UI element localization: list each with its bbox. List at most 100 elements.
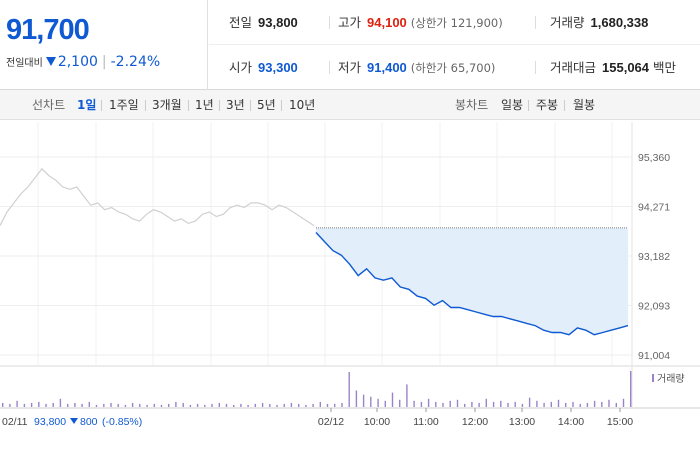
volume-bar	[81, 403, 83, 407]
volume-bar	[74, 402, 76, 407]
tab-10y[interactable]: 10년	[289, 98, 316, 112]
quote-summary: 91,700 전일대비 2,100 | -2.24% 전일 93,800 고가 94,10…	[0, 0, 700, 90]
high-cell: 고가 94,100 (상한가 121,900)	[338, 0, 503, 45]
volume-bar	[528, 397, 531, 407]
volume-bar	[319, 401, 321, 407]
low-cell: 저가 91,400 (하한가 65,700)	[338, 45, 495, 90]
tab-1w[interactable]: 1주일	[109, 98, 139, 112]
volume-bar	[615, 402, 617, 407]
volume-bar	[23, 403, 26, 407]
prev-close-label: 전일	[229, 15, 253, 30]
tab-monthly[interactable]: 월봉	[573, 98, 596, 112]
divider	[281, 100, 282, 111]
volume-bar	[283, 403, 285, 407]
high-label: 고가	[338, 15, 362, 30]
volume-bar	[348, 372, 350, 407]
volume-bar	[30, 402, 33, 407]
volume-bar	[593, 400, 596, 407]
y-tick-label: 91,004	[638, 350, 670, 362]
volume-bar	[233, 404, 235, 407]
volume-bar	[507, 402, 509, 407]
volume-bar	[355, 390, 358, 407]
volume-bar	[456, 399, 459, 407]
volume-bar	[500, 400, 502, 407]
low-value: 91,400	[367, 60, 407, 75]
volume-bar	[471, 401, 473, 407]
volume-bar	[168, 403, 170, 407]
change-label: 전일대비	[6, 58, 43, 69]
divider	[329, 16, 330, 29]
stats-table: 전일 93,800 고가 94,100 (상한가 121,900) 거래량 1,680,…	[209, 0, 700, 90]
volume-bar	[312, 403, 314, 407]
volume-bar	[117, 403, 119, 407]
volume-bar	[334, 403, 336, 407]
change-row: 전일대비 2,100 | -2.24%	[6, 54, 160, 70]
volume-bar	[38, 401, 40, 407]
volume-bar	[16, 400, 18, 407]
change-percent: -2.24%	[110, 54, 161, 70]
tab-3m[interactable]: 3개월	[152, 98, 182, 112]
volume-bar	[240, 403, 242, 407]
volume-legend-label: 거래량	[657, 373, 685, 385]
low-label: 저가	[338, 60, 362, 75]
candle-chart-label: 봉차트	[455, 98, 489, 112]
volume-bar	[557, 399, 560, 407]
prev-close-value: 93,800	[258, 15, 298, 30]
volume-bar	[247, 404, 249, 407]
volume-bar	[139, 403, 141, 407]
volume-bar	[377, 398, 379, 407]
volume-bar	[608, 399, 610, 407]
volume-bar	[550, 401, 552, 407]
x-tick-label: 13:00	[509, 416, 535, 428]
volume-bar	[565, 402, 567, 407]
tab-daily[interactable]: 일봉	[501, 98, 524, 112]
volume-bar	[413, 400, 415, 407]
x-tick-label: 11:00	[413, 416, 439, 428]
volume-bar	[630, 371, 632, 407]
tab-5y[interactable]: 5년	[257, 98, 276, 112]
down-triangle-icon	[70, 418, 78, 424]
grid	[0, 122, 700, 409]
volume-bar	[189, 404, 192, 407]
divider	[101, 100, 102, 111]
volume-bar	[478, 402, 480, 407]
amount-value: 155,064	[602, 60, 650, 75]
volume-bar	[420, 401, 423, 407]
volume-bars: 거래량	[2, 371, 685, 407]
divider	[535, 61, 536, 74]
volume-bar	[384, 400, 386, 407]
volume-bar	[536, 400, 538, 407]
open-value: 93,300	[258, 60, 298, 75]
volume-bar	[211, 403, 213, 407]
volume-bar	[146, 404, 148, 407]
volume-bar	[67, 403, 69, 407]
x-tick-label: 15:00	[607, 416, 633, 428]
prev-close-cell: 전일 93,800	[229, 0, 298, 45]
volume-bar	[110, 402, 112, 407]
volume-bar	[88, 401, 90, 407]
prev-day-change: 800	[80, 416, 98, 428]
tab-weekly[interactable]: 주봉	[536, 98, 559, 112]
amount-cell: 거래대금 155,064 백만	[550, 45, 682, 90]
stats-row-1: 전일 93,800 고가 94,100 (상한가 121,900) 거래량 1,680,…	[209, 0, 700, 45]
tab-1y[interactable]: 1년	[195, 98, 214, 112]
volume-value: 1,680,338	[590, 15, 649, 30]
tab-1d[interactable]: 1일	[77, 98, 97, 112]
divider	[535, 16, 536, 29]
volume-bar	[131, 402, 134, 407]
x-axis: 02/12 10:00 11:00 12:00 13:00 14:00 15:00	[318, 408, 633, 428]
amount-label: 거래대금	[550, 60, 597, 75]
tab-3y[interactable]: 3년	[226, 98, 245, 112]
upper-limit: (상한가 121,900)	[410, 16, 503, 30]
volume-bar	[182, 402, 184, 407]
volume-bar	[370, 396, 372, 407]
chart-footer: 02/11 93,800 800 (-0.85%)	[2, 416, 142, 428]
decline-fill-area	[316, 227, 628, 335]
y-tick-label: 93,182	[638, 251, 670, 263]
price-box: 91,700 전일대비 2,100 | -2.24%	[0, 0, 208, 90]
high-value: 94,100	[367, 15, 407, 30]
volume-bar	[59, 398, 62, 407]
down-triangle-icon	[45, 57, 56, 66]
divider	[145, 100, 146, 111]
